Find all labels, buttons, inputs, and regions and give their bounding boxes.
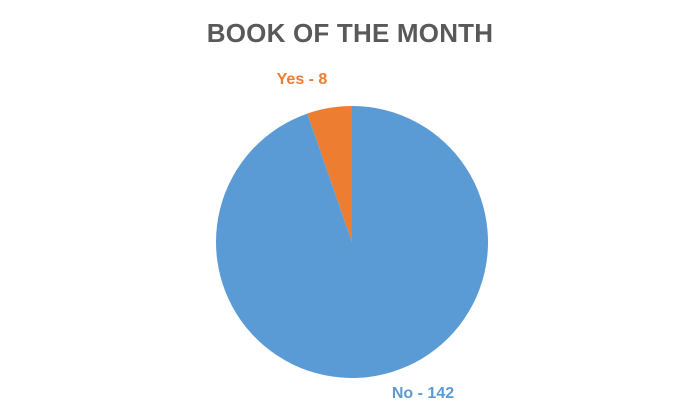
pie-slice-no bbox=[215, 106, 488, 378]
chart-title: BOOK OF THE MONTH bbox=[206, 18, 494, 48]
data-label-no: No - 142 bbox=[392, 385, 454, 402]
data-label-yes: Yes - 8 bbox=[277, 71, 328, 88]
pie-slice-yes bbox=[307, 106, 352, 242]
